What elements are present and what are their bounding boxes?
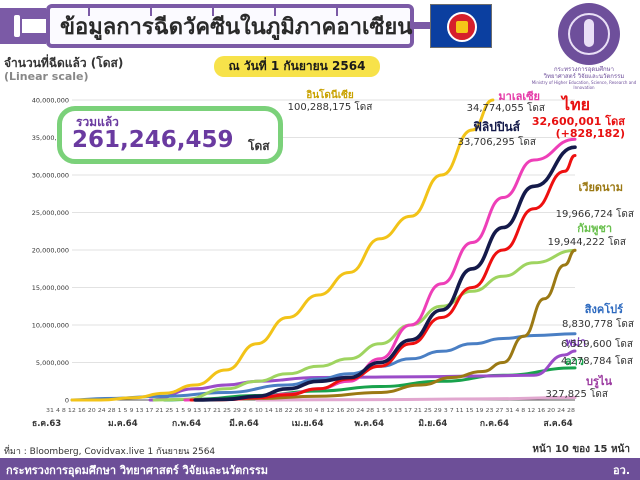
asean-emblem-rice bbox=[456, 21, 468, 33]
footer-ministry-abbr: อว. bbox=[613, 464, 630, 477]
series-value-label: 4,278,784 โดส bbox=[561, 354, 633, 367]
series-line-0 bbox=[70, 98, 495, 402]
y-tick-label: 15,000,000 bbox=[32, 284, 69, 292]
series-line-9 bbox=[255, 396, 577, 402]
series-value-label: 34,774,055 โดส bbox=[467, 101, 545, 114]
y-tick-label: 20,000,000 bbox=[32, 247, 69, 255]
series-name-label: กัมพูชา bbox=[577, 222, 612, 236]
y-tick-label: 0 bbox=[65, 397, 69, 405]
series-name-label: ฟิลิปปินส์ bbox=[473, 120, 520, 134]
x-month-label: มิ.ย.64 bbox=[418, 418, 447, 429]
series-line-2 bbox=[189, 154, 577, 402]
syringe-tick bbox=[274, 6, 276, 16]
asean-flag-icon bbox=[430, 4, 492, 48]
x-day-tick-labels: 31 4 8 12 16 20 24 28 1 5 9 13 17 21 25 … bbox=[46, 408, 576, 414]
y-tick-label: 10,000,000 bbox=[32, 322, 69, 330]
syringe-tick bbox=[88, 6, 90, 16]
y-axis-title: จำนวนที่ฉีดแล้ว (โดส) bbox=[4, 56, 124, 70]
x-month-label: ก.พ.64 bbox=[172, 419, 201, 429]
y-axis-scale-note: (Linear scale) bbox=[4, 70, 89, 83]
ministry-logo-ring bbox=[568, 13, 610, 55]
syringe-plunger-handle bbox=[14, 15, 20, 37]
total-unit: โดส bbox=[248, 139, 270, 153]
series-value-label: 19,966,724 โดส bbox=[556, 207, 634, 220]
header-banner bbox=[0, 0, 640, 52]
syringe-needle bbox=[414, 22, 432, 29]
x-month-label: มี.ค.64 bbox=[229, 418, 259, 429]
series-value-label: 19,944,222 โดส bbox=[548, 235, 626, 248]
series-name-label: มาเลเซีย bbox=[498, 90, 540, 103]
series-value-label: 8,830,778 โดส bbox=[562, 317, 634, 330]
series-name-label: สิงคโปร์ bbox=[584, 302, 623, 316]
series-value-label: 100,288,175 โดส bbox=[288, 100, 373, 113]
syringe-barrel bbox=[46, 4, 414, 48]
syringe-tick bbox=[150, 6, 152, 16]
footer-bar: กระทรวงการอุดมศึกษา วิทยาศาสตร์ วิจัยและ… bbox=[0, 458, 640, 480]
y-tick-label: 5,000,000 bbox=[36, 359, 69, 367]
logo-caption-line3: Ministry of Higher Education, Science, R… bbox=[531, 80, 637, 90]
series-lines bbox=[70, 98, 577, 402]
date-badge: ณ วันที่ 1 กันยายน 2564 bbox=[214, 56, 380, 77]
series-delta-label: (+828,182) bbox=[556, 127, 625, 140]
y-tick-label: 35,000,000 bbox=[32, 134, 69, 142]
x-month-label: พ.ค.64 bbox=[354, 419, 384, 429]
x-month-label: เม.ย.64 bbox=[292, 419, 324, 429]
syringe-tick bbox=[212, 6, 214, 16]
series-line-5 bbox=[152, 248, 577, 402]
series-name-label: พม่า bbox=[565, 336, 586, 349]
series-name-label: เวียดนาม bbox=[579, 181, 623, 194]
page-number: หน้า 10 ของ 15 หน้า bbox=[532, 444, 630, 455]
y-tick-labels: 0 5,000,000 10,000,000 15,000,000 20,000,000… bbox=[32, 97, 69, 405]
page-title: ข้อมูลการฉีดวัคซีนในภูมิภาคอาเซียน bbox=[60, 15, 413, 40]
x-month-label: ส.ค.64 bbox=[544, 419, 573, 429]
x-month-label: ธ.ค.63 bbox=[32, 419, 61, 429]
series-line-7 bbox=[148, 349, 577, 402]
series-line-3 bbox=[193, 145, 577, 402]
series-value-label: 6,529,600 โดส bbox=[561, 337, 633, 350]
ministry-logo-glyph bbox=[584, 19, 594, 47]
logo-caption-line1: กระทรวงการอุดมศึกษา bbox=[554, 66, 614, 73]
x-month-label: ม.ค.64 bbox=[108, 419, 138, 429]
total-label: รวมแล้ว bbox=[76, 115, 119, 129]
series-line-4 bbox=[206, 248, 577, 402]
footer-ministry: กระทรวงการอุดมศึกษา วิทยาศาสตร์ วิจัยและ… bbox=[6, 464, 269, 477]
series-name-label: อินโดนีเซีย bbox=[306, 88, 354, 101]
x-month-label: ก.ค.64 bbox=[480, 419, 509, 429]
series-name-label: บรูไน bbox=[586, 374, 612, 389]
logo-caption-line2: วิทยาศาสตร์ วิจัยและนวัตกรรม bbox=[543, 73, 625, 80]
ministry-logo-icon bbox=[558, 3, 620, 65]
y-tick-label: 40,000,000 bbox=[32, 97, 69, 105]
y-tick-label: 25,000,000 bbox=[32, 209, 69, 217]
syringe-plunger-rod bbox=[22, 19, 46, 33]
syringe-tick bbox=[336, 6, 338, 16]
asean-emblem-circle bbox=[447, 12, 477, 42]
series-value-label: 33,706,295 โดส bbox=[458, 135, 536, 148]
total-doses-box: รวมแล้ว 261,246,459 โดส bbox=[57, 106, 283, 164]
x-axis: 31 4 8 12 16 20 24 28 1 5 9 13 17 21 25 … bbox=[32, 399, 576, 429]
source-note: ที่มา : Bloomberg, Covidvax.live 1 กันยา… bbox=[4, 447, 216, 457]
y-tick-label: 30,000,000 bbox=[32, 172, 69, 180]
series-value-label: 327,825 โดส bbox=[546, 387, 609, 400]
series-name-label: ลาว bbox=[565, 355, 584, 368]
logo-caption: กระทรวงการอุดมศึกษา วิทยาศาสตร์ วิจัยและ… bbox=[528, 66, 640, 90]
total-value: 261,246,459 bbox=[72, 127, 234, 153]
series-value-label: 32,600,001 โดส bbox=[532, 114, 625, 128]
series-name-label: ไทย bbox=[560, 95, 590, 114]
